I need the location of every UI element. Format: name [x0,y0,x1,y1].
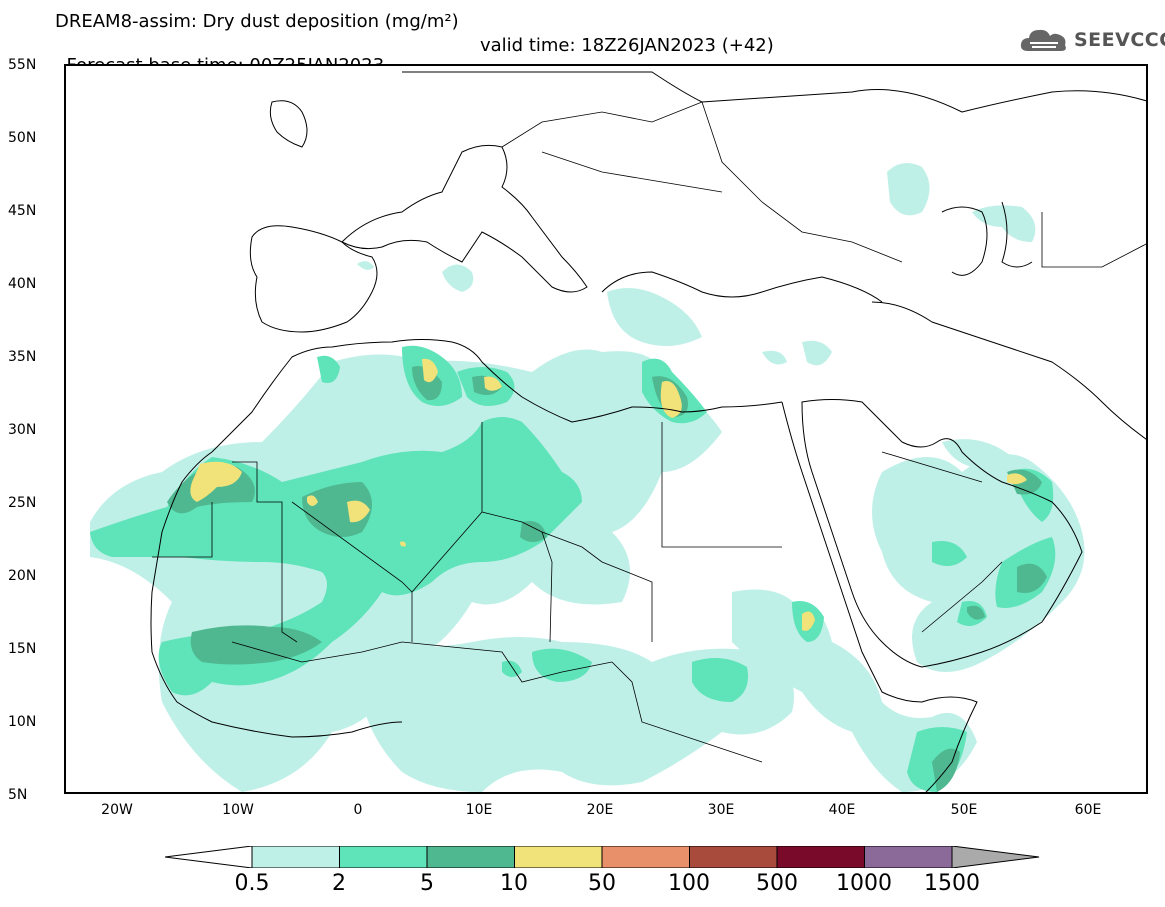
lon-label: 60E [1074,802,1102,818]
colorbar-label: 50 [588,871,616,896]
logo-text: SEEVCCC [1074,29,1165,51]
colorbar-arrow-high [951,846,1040,868]
seevccc-logo: SEEVCCC [1018,24,1165,56]
lon-label: 10E [465,802,493,818]
colorbar-label: 1500 [924,871,980,896]
valid-time: valid time: 18Z26JAN2023 (+42) [480,35,774,56]
colorbar-label: 5 [420,871,434,896]
lat-label: 30N [8,422,37,438]
colorbar-arrow-low [165,846,253,868]
map-canvas [90,71,1146,792]
colorbar-segment [864,846,953,868]
colorbar [165,846,1040,868]
colorbar-segment [426,846,515,868]
lon-label: 30E [707,802,735,818]
country-borders [152,101,1146,763]
colorbar-segment [339,846,428,868]
lat-label: 35N [8,349,37,365]
lat-label: 40N [8,276,37,292]
lat-label: 50N [8,130,37,146]
colorbar-segment [689,846,778,868]
cloud-icon [1020,29,1066,51]
lon-label: 20E [586,802,614,818]
lat-label: 45N [8,203,37,219]
colorbar-label: 500 [756,871,798,896]
lat-label: 20N [8,568,37,584]
coastlines [150,71,1146,792]
dust-layer-10-50 [190,358,1027,631]
colorbar-label: 0.5 [234,871,270,896]
colorbar-label: 10 [500,871,528,896]
lat-label: 15N [8,641,37,657]
lat-label: 5N [8,787,28,803]
lon-label: 10W [222,802,254,818]
lon-label: 0 [353,802,363,818]
lon-label: 20W [101,802,133,818]
dust-deposition-map [64,64,1148,794]
lat-label: 10N [8,714,37,730]
colorbar-segment [251,846,340,868]
lon-label: 50E [950,802,978,818]
lon-label: 40E [828,802,856,818]
lat-label: 25N [8,495,37,511]
colorbar-segment [776,846,865,868]
colorbar-segment [514,846,603,868]
map-title: DREAM8-assim: Dry dust deposition (mg/m²… [55,11,459,32]
lat-label: 55N [8,57,37,73]
colorbar-label: 2 [332,871,346,896]
colorbar-segment [601,846,690,868]
colorbar-label: 1000 [836,871,892,896]
colorbar-label: 100 [668,871,710,896]
